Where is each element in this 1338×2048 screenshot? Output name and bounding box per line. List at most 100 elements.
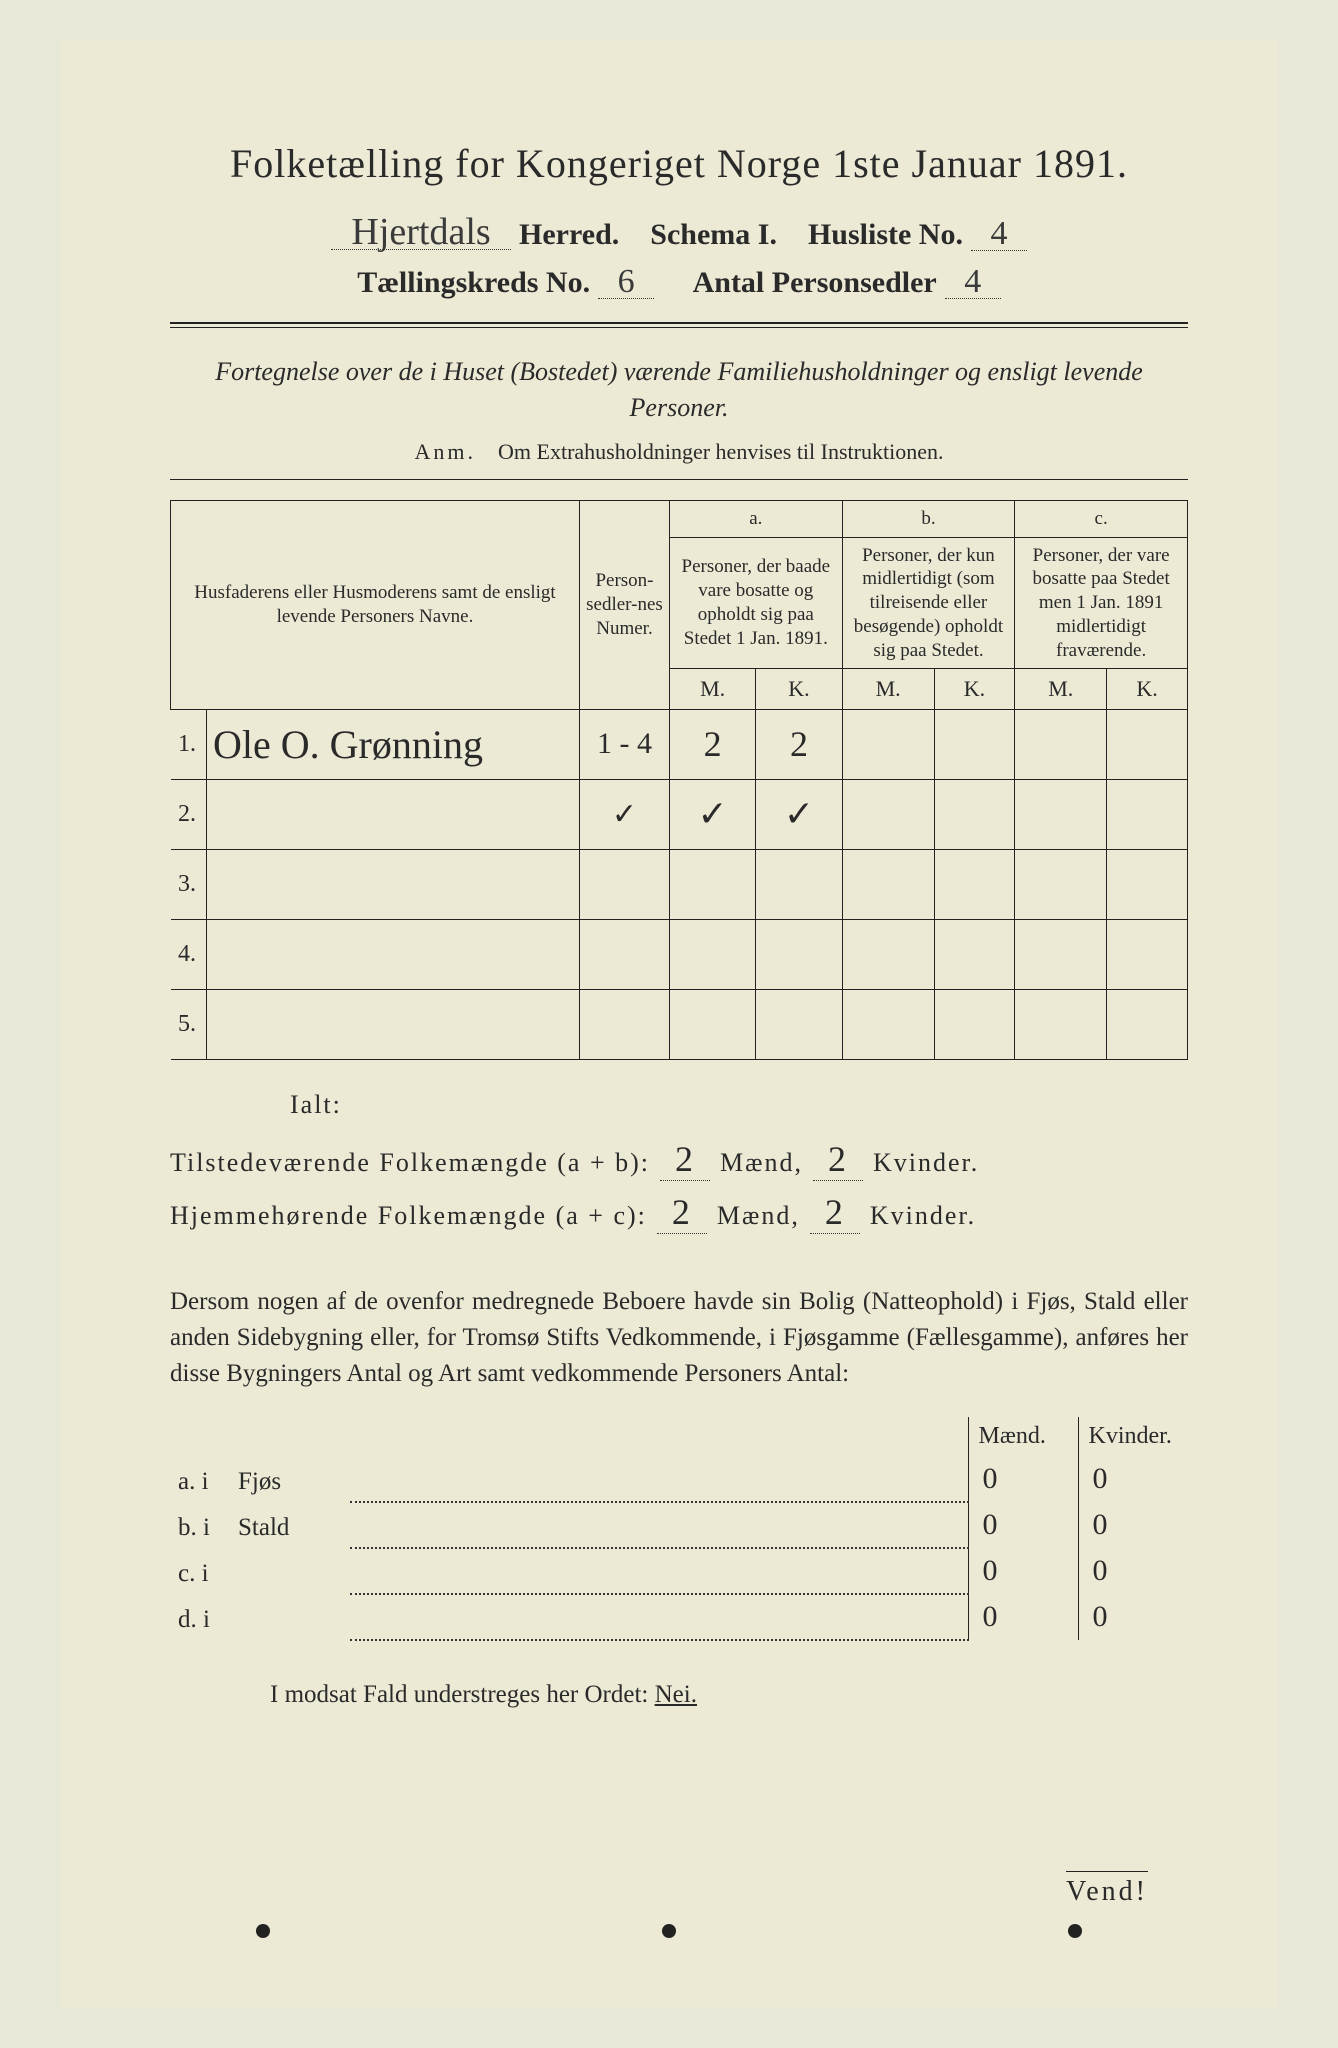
row-a-m: ✓ bbox=[669, 779, 755, 849]
t1-k: 2 bbox=[813, 1138, 863, 1181]
b-row-m: 0 bbox=[968, 1456, 1078, 1502]
b-row-lab: a. i bbox=[170, 1456, 230, 1502]
page-title: Folketælling for Kongeriget Norge 1ste J… bbox=[170, 140, 1188, 187]
row-c-k bbox=[1107, 989, 1188, 1059]
anm-text: Om Extrahusholdninger henvises til Instr… bbox=[498, 439, 943, 464]
row-ps: ✓ bbox=[579, 779, 669, 849]
kreds-label: Tællingskreds No. bbox=[357, 266, 590, 300]
herred-value: Hjertdals bbox=[331, 215, 511, 250]
row-c-k bbox=[1107, 919, 1188, 989]
nei-line: I modsat Fald understreges her Ordet: Ne… bbox=[270, 1681, 1188, 1709]
col-c-m: M. bbox=[1015, 669, 1107, 710]
row-a-m bbox=[669, 989, 755, 1059]
schema-label: Schema I. bbox=[650, 218, 777, 252]
b-row-dots bbox=[350, 1594, 968, 1640]
row-c-m bbox=[1015, 919, 1107, 989]
row-a-k: ✓ bbox=[756, 779, 842, 849]
row-a-m: 2 bbox=[669, 709, 755, 779]
kreds-no: 6 bbox=[598, 267, 654, 299]
t1-m-lab: Mænd, bbox=[720, 1148, 803, 1178]
table-row: 2.✓✓✓ bbox=[171, 779, 1188, 849]
b-row-field: Stald bbox=[230, 1502, 350, 1548]
row-ps: 1 - 4 bbox=[579, 709, 669, 779]
row-ps bbox=[579, 989, 669, 1059]
row-a-k bbox=[756, 989, 842, 1059]
row-name bbox=[207, 919, 580, 989]
b-row-k: 0 bbox=[1078, 1594, 1188, 1640]
row-c-k bbox=[1107, 709, 1188, 779]
col-a-m: M. bbox=[669, 669, 755, 710]
row-b-m bbox=[842, 709, 934, 779]
nei-pre: I modsat Fald understreges her Ordet: bbox=[270, 1681, 648, 1708]
anm-line: Anm. Om Extrahusholdninger henvises til … bbox=[170, 439, 1188, 465]
t1-k-lab: Kvinder. bbox=[873, 1148, 979, 1178]
row-name bbox=[207, 779, 580, 849]
antal-label: Antal Personsedler bbox=[693, 266, 937, 300]
col-c-k: K. bbox=[1107, 669, 1188, 710]
building-paragraph: Dersom nogen af de ovenfor medregnede Be… bbox=[170, 1284, 1188, 1393]
t2-m: 2 bbox=[657, 1191, 707, 1234]
divider bbox=[170, 479, 1188, 480]
building-row: a. iFjøs 00 bbox=[170, 1456, 1188, 1502]
col-a-label: a. bbox=[669, 500, 842, 537]
row-b-k bbox=[934, 919, 1015, 989]
b-row-dots bbox=[350, 1548, 968, 1594]
header-line-1: Hjertdals Herred. Schema I. Husliste No.… bbox=[170, 215, 1188, 252]
row-c-m bbox=[1015, 989, 1107, 1059]
herred-label: Herred. bbox=[519, 218, 619, 252]
table-row: 4. bbox=[171, 919, 1188, 989]
row-b-m bbox=[842, 989, 934, 1059]
binding-holes bbox=[60, 1924, 1278, 1938]
building-row: c. i00 bbox=[170, 1548, 1188, 1594]
row-ps bbox=[579, 849, 669, 919]
anm-prefix: Anm. bbox=[415, 439, 477, 464]
row-a-m bbox=[669, 919, 755, 989]
row-a-m bbox=[669, 849, 755, 919]
row-number: 4. bbox=[171, 919, 207, 989]
building-row: b. iStald00 bbox=[170, 1502, 1188, 1548]
t2-k: 2 bbox=[810, 1191, 860, 1234]
row-name: Ole O. Grønning bbox=[207, 709, 580, 779]
b-row-k: 0 bbox=[1078, 1456, 1188, 1502]
vend: Vend! bbox=[1066, 1871, 1148, 1908]
main-table: Husfaderens eller Husmoderens samt de en… bbox=[170, 500, 1188, 1060]
t1-label: Tilstedeværende Folkemængde (a + b): bbox=[170, 1148, 650, 1178]
nei-word: Nei. bbox=[655, 1681, 697, 1708]
col-c-text: Personer, der vare bosatte paa Stedet me… bbox=[1015, 537, 1188, 669]
row-a-k bbox=[756, 919, 842, 989]
table-row: 1.Ole O. Grønning1 - 422 bbox=[171, 709, 1188, 779]
table-row: 3. bbox=[171, 849, 1188, 919]
antal-no: 4 bbox=[945, 267, 1001, 299]
row-b-m bbox=[842, 919, 934, 989]
row-number: 3. bbox=[171, 849, 207, 919]
b-row-m: 0 bbox=[968, 1502, 1078, 1548]
row-b-m bbox=[842, 849, 934, 919]
row-b-m bbox=[842, 779, 934, 849]
row-b-k bbox=[934, 849, 1015, 919]
row-number: 1. bbox=[171, 709, 207, 779]
row-b-k bbox=[934, 779, 1015, 849]
building-table: Mænd. Kvinder. a. iFjøs00b. iStald00c. i… bbox=[170, 1417, 1188, 1641]
b-row-field bbox=[230, 1594, 350, 1640]
subtitle: Fortegnelse over de i Huset (Bostedet) v… bbox=[170, 354, 1188, 427]
b-row-dots bbox=[350, 1502, 968, 1548]
row-c-k bbox=[1107, 779, 1188, 849]
b-row-k: 0 bbox=[1078, 1502, 1188, 1548]
b-row-field: Fjøs bbox=[230, 1456, 350, 1502]
totals-line-1: Tilstedeværende Folkemængde (a + b): 2 M… bbox=[170, 1138, 1188, 1181]
row-number: 2. bbox=[171, 779, 207, 849]
t1-m: 2 bbox=[660, 1138, 710, 1181]
b-row-m: 0 bbox=[968, 1594, 1078, 1640]
t2-label: Hjemmehørende Folkemængde (a + c): bbox=[170, 1201, 647, 1231]
husliste-label: Husliste No. bbox=[808, 218, 963, 252]
b-row-field bbox=[230, 1548, 350, 1594]
col-b-label: b. bbox=[842, 500, 1015, 537]
row-c-m bbox=[1015, 709, 1107, 779]
row-c-m bbox=[1015, 779, 1107, 849]
col-c-label: c. bbox=[1015, 500, 1188, 537]
divider bbox=[170, 322, 1188, 328]
col-b-k: K. bbox=[934, 669, 1015, 710]
col-a-k: K. bbox=[756, 669, 842, 710]
col-a-text: Personer, der baade vare bosatte og opho… bbox=[669, 537, 842, 669]
col-b-m: M. bbox=[842, 669, 934, 710]
